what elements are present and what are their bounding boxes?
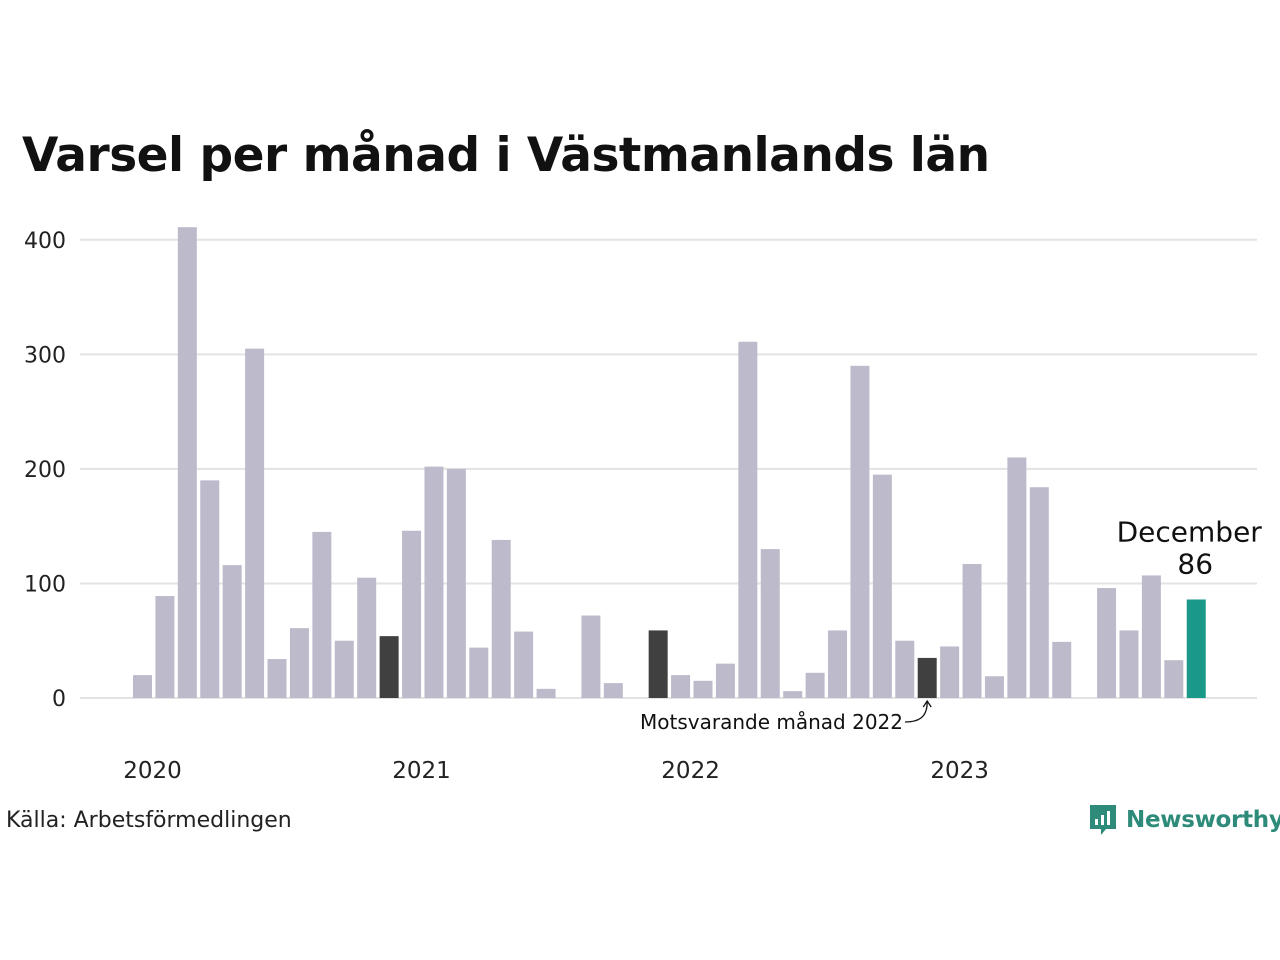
bar-compare-month [379, 636, 399, 698]
bar [289, 628, 309, 698]
brand-name: Newsworthy [1126, 807, 1280, 833]
bar [1164, 660, 1184, 698]
bar [200, 480, 220, 698]
compare-annotation-label: Motsvarande månad 2022 [640, 710, 903, 734]
bar [424, 466, 444, 698]
bar [536, 688, 556, 698]
x-tick-label: 2022 [661, 758, 720, 784]
bar [177, 227, 197, 698]
highlight-month-label: December [1117, 515, 1263, 548]
bar [446, 468, 466, 698]
highlight-value-label: 86 [1177, 547, 1213, 580]
bar [1119, 630, 1139, 698]
bar [469, 647, 489, 698]
bar [783, 691, 803, 698]
bar [245, 348, 265, 698]
bar [514, 631, 534, 698]
y-tick-label: 0 [52, 687, 66, 712]
x-tick-label: 2020 [123, 758, 182, 784]
annotation-arrow [904, 701, 928, 723]
bar [760, 549, 780, 698]
bar [940, 646, 960, 698]
bar [581, 615, 601, 698]
bars [133, 227, 1206, 698]
source-note: Källa: Arbetsförmedlingen [6, 808, 292, 833]
bar [1007, 457, 1027, 698]
annotation-arrowhead [922, 699, 932, 708]
brand-logo: Newsworthy [1088, 803, 1280, 837]
bar [1029, 487, 1049, 698]
bar [962, 563, 982, 698]
bar [402, 530, 422, 698]
bar [334, 640, 354, 698]
bar [155, 596, 175, 698]
bar [715, 663, 735, 698]
bar [267, 659, 287, 698]
y-tick-label: 200 [24, 458, 66, 483]
bar [671, 675, 691, 698]
y-tick-label: 400 [24, 229, 66, 254]
bar [312, 531, 332, 698]
bar-highlight [1186, 599, 1206, 698]
bar [872, 474, 892, 698]
y-axis-tick-labels: 0 100 200 300 400 [24, 229, 66, 712]
bar [895, 640, 915, 698]
bar [222, 565, 242, 698]
x-axis-tick-labels: 2020 2021 2022 2023 [123, 758, 989, 784]
bar [850, 365, 870, 698]
chart-title: Varsel per månad i Västmanlands län [22, 128, 990, 183]
bar [805, 672, 825, 698]
bar [603, 683, 623, 698]
newsworthy-logo-icon [1090, 805, 1116, 835]
x-tick-label: 2021 [392, 758, 451, 784]
bar [491, 539, 511, 698]
bar [738, 341, 758, 698]
bar [133, 675, 152, 698]
bar-compare-month [648, 630, 668, 698]
bar [1097, 588, 1117, 698]
bar [828, 630, 848, 698]
bar [357, 577, 377, 698]
y-tick-label: 300 [24, 343, 66, 368]
bar [1141, 575, 1161, 698]
x-tick-label: 2023 [930, 758, 989, 784]
bar [984, 676, 1004, 698]
bar-compare-month [917, 657, 937, 698]
bar [693, 680, 713, 698]
y-tick-label: 100 [24, 572, 66, 597]
bar [1052, 641, 1072, 698]
